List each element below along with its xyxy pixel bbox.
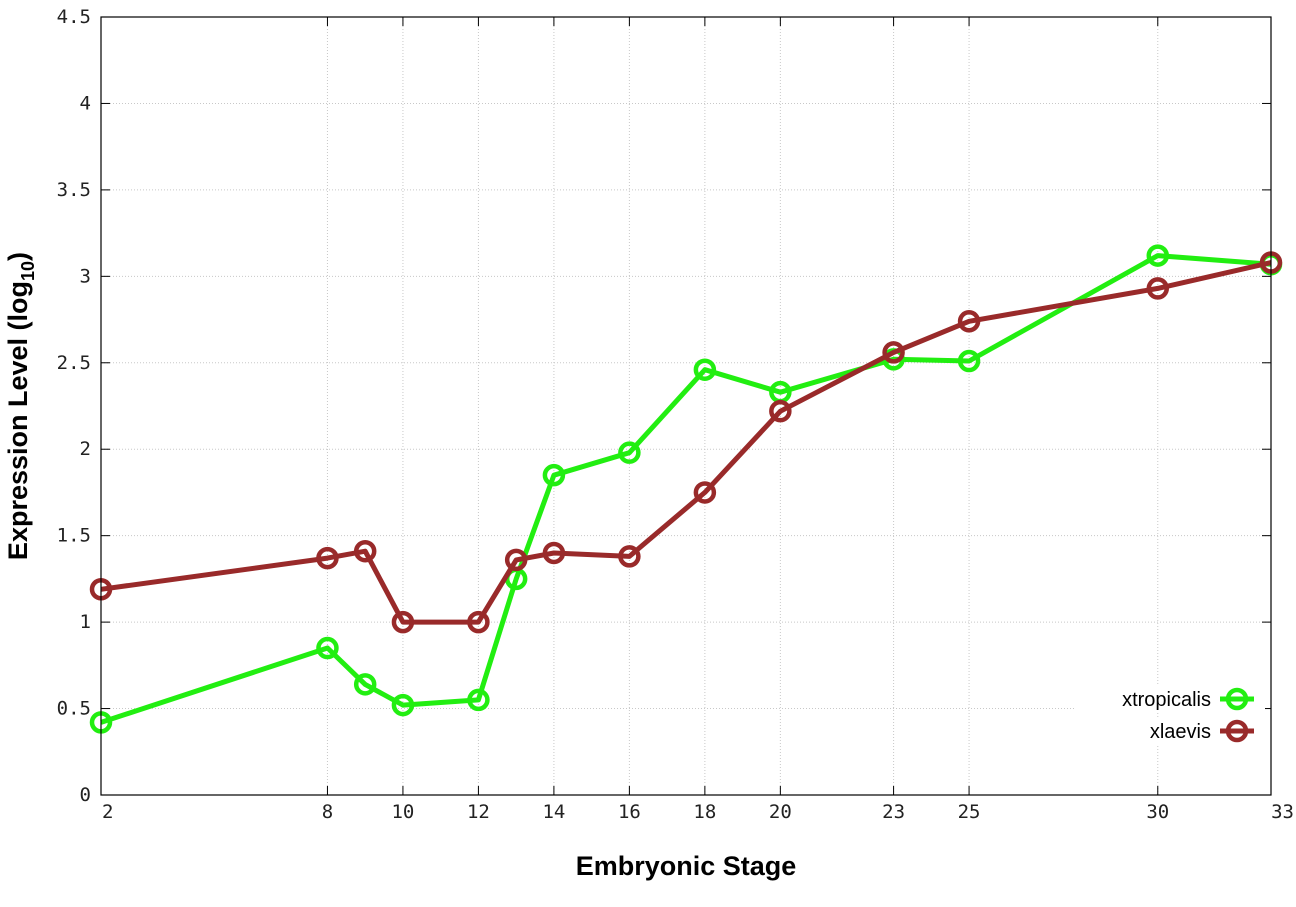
data-point-xlaevis [957,310,981,333]
x-tick-label: 12 [467,801,490,823]
data-point-xtropicalis [316,636,339,660]
x-tick-label: 20 [769,801,792,823]
y-tick-label: 3.5 [57,179,91,201]
data-point-xlaevis [316,546,339,570]
x-tick-label: 10 [391,801,414,823]
data-point-xlaevis [769,399,792,423]
data-point-xlaevis [504,548,528,572]
data-point-xtropicalis [618,441,641,464]
y-tick-label: 4.5 [57,6,91,28]
legend-marker-xtropicalis [1225,687,1249,711]
legend: xtropicalis xlaevis [1075,685,1265,745]
data-point-xlaevis [693,481,717,504]
data-point-xlaevis [542,541,566,565]
y-tick-label: 0.5 [57,698,91,720]
data-point-xlaevis [618,545,641,568]
tick-labels: 0 0.5 1 1.5 2 2.5 3 3.5 4 4.5 2 8 10 12 14 16 18 20 23 25 30… [57,6,1294,823]
plot-frame [100,16,1272,796]
y-tick-label: 3 [80,265,91,287]
data-point-xtropicalis [391,693,415,717]
data-point-xtropicalis [693,358,717,381]
data-point-xtropicalis [957,349,981,373]
x-tick-label: 23 [882,801,905,823]
y-tick-label: 2 [80,438,91,460]
y-axis-title: Expression Level (log10) [3,252,38,560]
y-tick-label: 0 [80,784,91,806]
data-point-xlaevis [353,539,377,563]
x-tick-label: 8 [322,801,333,823]
data-point-xlaevis [391,610,415,634]
tick-marks [100,16,1272,796]
y-tick-label: 1.5 [57,525,91,547]
data-point-xlaevis [467,610,490,634]
y-axis-title-subscript: 10 [18,261,38,281]
grid [101,17,1271,795]
y-axis-title-text: Expression Level (log [3,281,33,560]
x-axis-title: Embryonic Stage [576,851,797,881]
y-tick-label: 1 [80,611,91,633]
x-tick-label: 14 [542,801,565,823]
x-tick-label: 33 [1271,801,1294,823]
legend-marker-xlaevis [1225,719,1249,743]
x-tick-label: 18 [693,801,716,823]
x-tick-label: 16 [618,801,641,823]
x-tick-label: 25 [958,801,981,823]
x-tick-label: 30 [1146,801,1169,823]
legend-label-xtropicalis: xtropicalis [1122,689,1211,711]
series-line-xtropicalis [100,253,1272,725]
data-point-xtropicalis [542,463,566,487]
series-line-xlaevis [100,260,1272,625]
data-point-xtropicalis [1146,244,1170,267]
x-tick-label: 2 [102,801,113,823]
legend-label-xlaevis: xlaevis [1150,721,1211,743]
data-point-xtropicalis [353,673,377,696]
y-tick-label: 4 [80,92,91,114]
series-lines [89,244,1283,734]
data-point-xlaevis [1146,277,1170,300]
data-point-xtropicalis [467,688,490,712]
y-axis-title-close: ) [3,252,33,261]
y-tick-label: 2.5 [57,352,91,374]
data-point-xlaevis [882,341,905,364]
